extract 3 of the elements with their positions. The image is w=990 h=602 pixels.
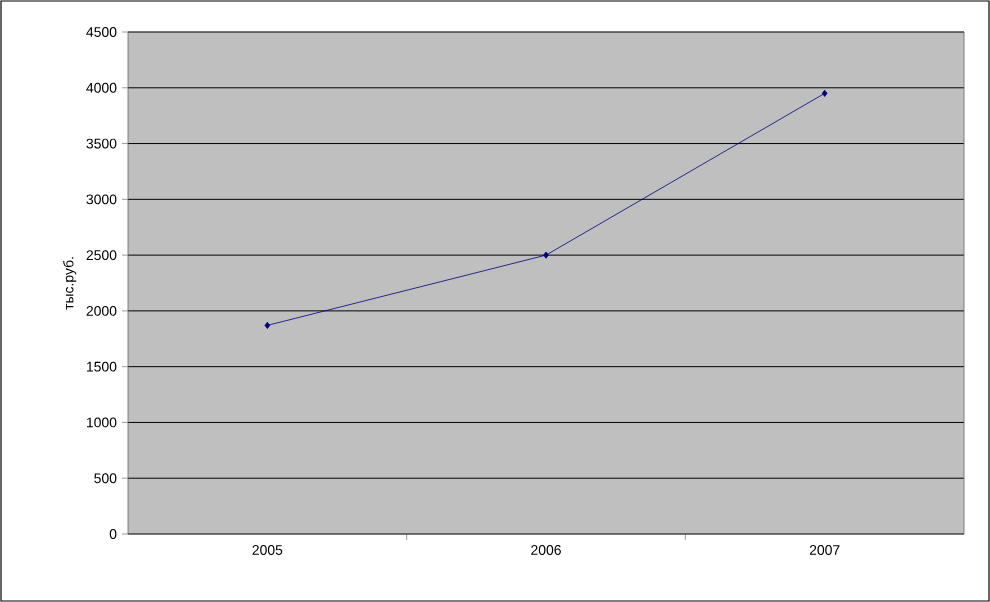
point	[264, 321, 271, 329]
point	[543, 251, 549, 259]
point	[821, 89, 828, 97]
